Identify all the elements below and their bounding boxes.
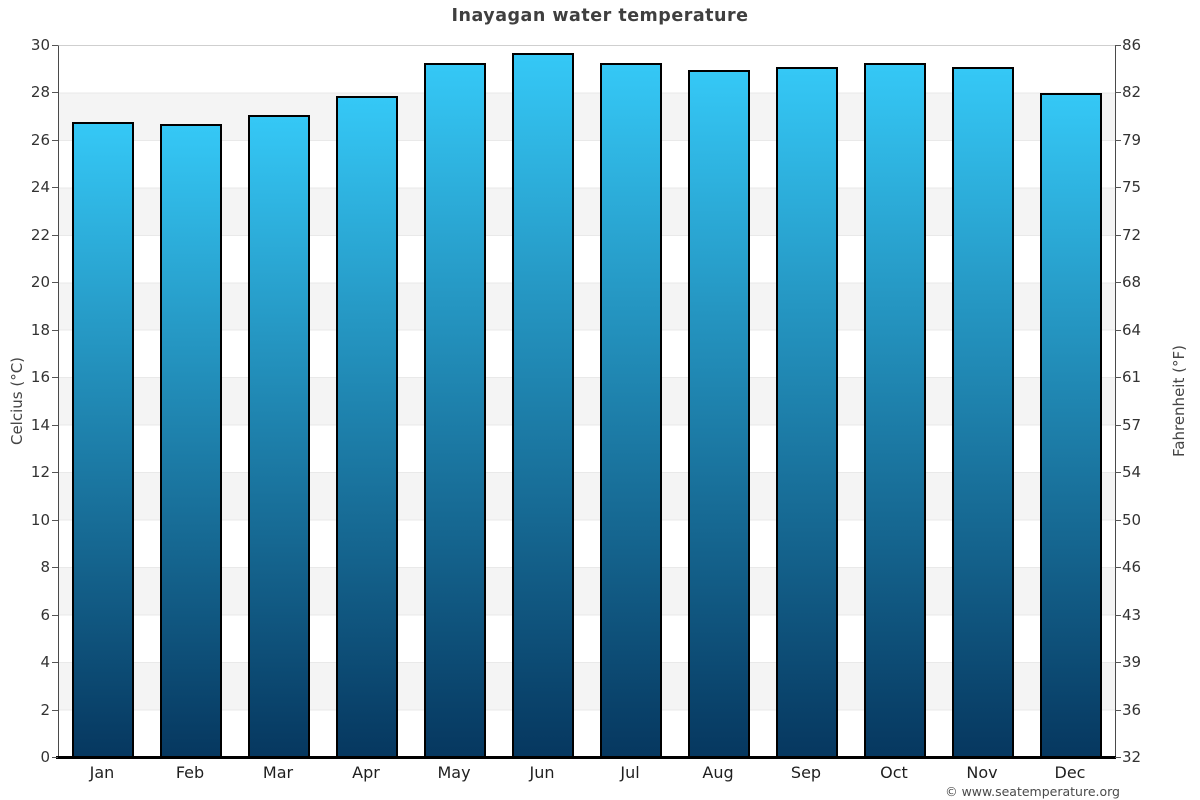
y-left-tick-mark bbox=[52, 282, 58, 284]
y-left-tick-mark bbox=[52, 424, 58, 426]
y-right-tick-mark bbox=[1115, 662, 1121, 664]
y-left-tick-mark bbox=[52, 614, 58, 616]
x-tick-label-apr: Apr bbox=[352, 763, 380, 782]
y-right-tick-mark bbox=[1115, 45, 1121, 46]
y-left-tick-label: 2 bbox=[40, 700, 50, 719]
y-right-tick-label: 39 bbox=[1122, 653, 1142, 672]
y-left-tick-mark bbox=[52, 662, 58, 664]
y-right-tick-mark bbox=[1115, 187, 1121, 189]
y-right-tick-label: 75 bbox=[1122, 178, 1142, 197]
y-right-tick-mark bbox=[1115, 234, 1121, 236]
bar-jul bbox=[600, 62, 662, 758]
y-left-tick-label: 8 bbox=[40, 558, 50, 577]
y-left-tick-mark bbox=[52, 377, 58, 379]
y-right-tick-mark bbox=[1115, 757, 1121, 758]
y-left-tick-label: 12 bbox=[30, 463, 50, 482]
y-right-tick-label: 68 bbox=[1122, 273, 1142, 292]
bar-aug bbox=[688, 69, 750, 758]
bar-mar bbox=[248, 114, 310, 758]
bar-jan bbox=[72, 121, 134, 758]
x-tick-label-mar: Mar bbox=[262, 763, 294, 782]
bar-dec bbox=[1040, 93, 1102, 758]
chart-title: Inayagan water temperature bbox=[451, 6, 749, 26]
y-left-tick-label: 20 bbox=[30, 273, 50, 292]
x-tick-label-may: May bbox=[437, 763, 471, 782]
y-right-tick-label: 61 bbox=[1122, 368, 1142, 387]
x-tick-label-nov: Nov bbox=[966, 763, 998, 782]
x-tick-label-jan: Jan bbox=[89, 763, 115, 782]
y-left-tick-label: 26 bbox=[30, 130, 50, 149]
y-left-tick-mark bbox=[52, 519, 58, 521]
y-right-tick-mark bbox=[1115, 472, 1121, 474]
y-axis-title-celsius: Celcius (°C) bbox=[8, 356, 26, 446]
y-right-tick-mark bbox=[1115, 329, 1121, 331]
x-tick-label-oct: Oct bbox=[880, 763, 908, 782]
y-left-tick-label: 10 bbox=[30, 510, 50, 529]
y-right-tick-mark bbox=[1115, 282, 1121, 284]
bar-nov bbox=[952, 67, 1014, 758]
y-left-tick-mark bbox=[52, 187, 58, 189]
y-left-tick-label: 16 bbox=[30, 368, 50, 387]
x-tick-label-jul: Jul bbox=[620, 763, 640, 782]
y-left-tick-label: 18 bbox=[30, 320, 50, 339]
plot-area bbox=[58, 45, 1116, 758]
y-right-tick-label: 86 bbox=[1122, 36, 1142, 54]
y-right-tick-mark bbox=[1115, 709, 1121, 711]
bar-jun bbox=[512, 53, 574, 758]
y-left-tick-label: 4 bbox=[40, 653, 50, 672]
y-left-tick-mark bbox=[52, 472, 58, 474]
y-left-tick-label: 0 bbox=[40, 748, 50, 766]
y-right-tick-label: 54 bbox=[1122, 463, 1142, 482]
bar-may bbox=[424, 62, 486, 758]
y-right-tick-label: 57 bbox=[1122, 415, 1142, 434]
y-right-tick-label: 79 bbox=[1122, 130, 1142, 149]
y-left-tick-label: 24 bbox=[30, 178, 50, 197]
y-right-tick-mark bbox=[1115, 139, 1121, 141]
y-left-tick-mark bbox=[52, 757, 58, 758]
bar-sep bbox=[776, 67, 838, 758]
x-tick-label-jun: Jun bbox=[529, 763, 555, 782]
y-right-tick-label: 36 bbox=[1122, 700, 1142, 719]
y-left-tick-label: 22 bbox=[30, 225, 50, 244]
y-left-tick-mark bbox=[52, 234, 58, 236]
x-axis-line bbox=[56, 756, 1116, 759]
copyright-link[interactable]: © www.seatemperature.org bbox=[945, 784, 1120, 799]
y-right-tick-mark bbox=[1115, 92, 1121, 94]
bar-apr bbox=[336, 95, 398, 758]
y-left-tick-mark bbox=[52, 92, 58, 94]
y-left-tick-label: 28 bbox=[30, 83, 50, 102]
y-right-tick-mark bbox=[1115, 424, 1121, 426]
y-left-tick-mark bbox=[52, 139, 58, 141]
y-left-tick-label: 6 bbox=[40, 605, 50, 624]
y-right-tick-label: 82 bbox=[1122, 83, 1142, 102]
bar-oct bbox=[864, 62, 926, 758]
x-tick-label-aug: Aug bbox=[702, 763, 734, 782]
y-left-tick-label: 14 bbox=[30, 415, 50, 434]
y-axis-title-fahrenheit: Fahrenheit (°F) bbox=[1170, 345, 1188, 457]
y-right-tick-label: 32 bbox=[1122, 748, 1142, 766]
y-right-tick-label: 64 bbox=[1122, 320, 1142, 339]
bar-feb bbox=[160, 124, 222, 758]
y-right-tick-mark bbox=[1115, 377, 1121, 379]
y-left-tick-mark bbox=[52, 45, 58, 46]
y-right-tick-mark bbox=[1115, 567, 1121, 569]
y-left-tick-mark bbox=[52, 329, 58, 331]
x-tick-label-feb: Feb bbox=[175, 763, 205, 782]
y-left-tick-mark bbox=[52, 709, 58, 711]
y-right-tick-mark bbox=[1115, 614, 1121, 616]
y-right-tick-label: 43 bbox=[1122, 605, 1142, 624]
y-right-tick-label: 46 bbox=[1122, 558, 1142, 577]
y-right-tick-label: 72 bbox=[1122, 225, 1142, 244]
y-left-tick-label: 30 bbox=[30, 36, 50, 54]
x-tick-label-sep: Sep bbox=[790, 763, 822, 782]
x-tick-label-dec: Dec bbox=[1054, 763, 1086, 782]
y-right-tick-mark bbox=[1115, 519, 1121, 521]
y-left-tick-mark bbox=[52, 567, 58, 569]
y-right-tick-label: 50 bbox=[1122, 510, 1142, 529]
